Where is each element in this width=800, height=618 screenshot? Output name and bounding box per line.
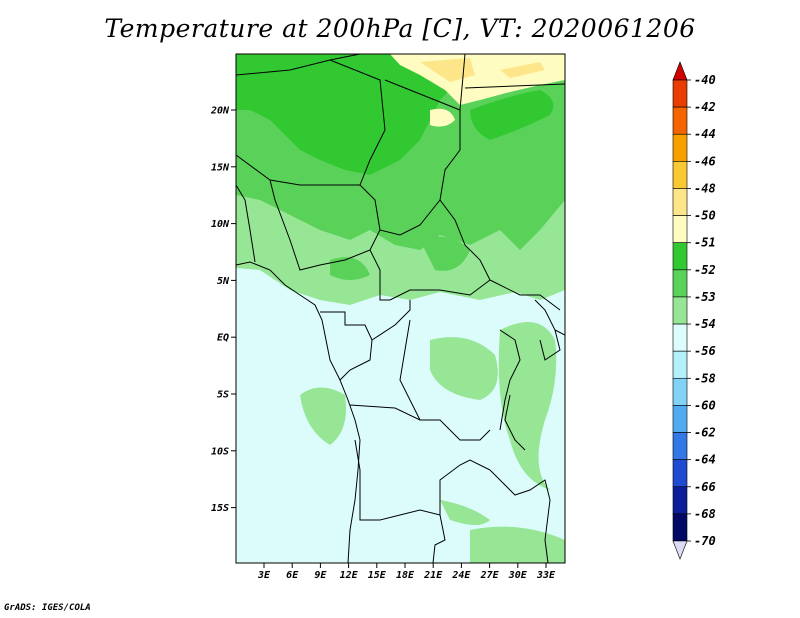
latitude-axis: 20N 15N 10N 5N EQ 5S 10S 15S (210, 106, 236, 514)
lon-tick-label: 6E (286, 570, 299, 581)
colorbar-segment (672, 323, 688, 352)
lon-tick-label: 9E (314, 570, 327, 581)
colorbar-label: -62 (694, 426, 716, 440)
colorbar-label: -42 (694, 100, 716, 114)
colorbar-label: -40 (694, 73, 716, 87)
lon-tick-label: 12E (340, 570, 359, 581)
colorbar-segment (672, 405, 688, 433)
colorbar-segment (672, 215, 688, 244)
colorbar-label: -56 (694, 344, 716, 358)
colorbar-segment (672, 296, 688, 325)
colorbar-label: -52 (694, 263, 716, 277)
colorbar-segment (672, 133, 688, 162)
longitude-axis: 3E 6E 9E 12E 15E 18E 21E 24E 27E 30E 33E (257, 563, 556, 581)
colorbar-segment (672, 242, 688, 271)
colorbar-label: -60 (694, 398, 716, 412)
colorbar-label: -53 (694, 290, 716, 304)
lon-tick-label: 30E (508, 570, 528, 581)
colorbar-label: -70 (694, 534, 716, 548)
colorbar-label: -48 (694, 181, 716, 195)
colorbar-segment (672, 350, 688, 379)
country-boundaries (236, 54, 565, 563)
temperature-field (236, 54, 565, 563)
lat-tick-label: 5N (217, 276, 230, 287)
colorbar-segment (672, 377, 688, 406)
lon-tick-label: 24E (451, 570, 471, 581)
colorbar-label: -58 (694, 371, 716, 385)
lon-tick-label: 3E (257, 570, 271, 581)
lat-tick-label: 20N (210, 106, 230, 117)
colorbar-segment (672, 269, 688, 298)
colorbar-top-arrow (672, 61, 688, 81)
colorbar-label: -51 (694, 236, 716, 250)
lon-tick-label: 18E (396, 570, 415, 581)
lon-tick-label: 33E (536, 570, 556, 581)
map-frame (235, 53, 566, 564)
lon-tick-label: 15E (368, 570, 387, 581)
colorbar-label: -68 (694, 507, 716, 521)
colorbar-label: -46 (694, 154, 716, 168)
colorbar-label: -54 (694, 317, 716, 331)
colorbar-segment (672, 513, 688, 542)
colorbar-bottom-arrow (672, 540, 688, 560)
colorbar-segment (672, 106, 688, 135)
grads-credit: GrADS: IGES/COLA (4, 603, 91, 613)
colorbar-segment (672, 432, 688, 460)
colorbar-segment (672, 188, 688, 216)
lon-tick-label: 27E (480, 570, 500, 581)
map-title: Temperature at 200hPa [C], VT: 202006120… (104, 14, 696, 43)
colorbar-segment (672, 486, 688, 515)
lat-tick-label: 15S (211, 503, 229, 514)
lat-tick-label: 10S (211, 446, 229, 457)
lat-tick-label: 15N (211, 162, 230, 173)
colorbar: -40 -42 -44 -46 -48 -50 -51 -52 -53 -54 -56 -58 -60 -… (672, 61, 716, 560)
colorbar-label: -64 (694, 453, 716, 467)
colorbar-label: -50 (694, 209, 716, 223)
field-48-region (420, 58, 475, 82)
lat-tick-label: EQ (217, 333, 229, 344)
lat-tick-label: 5S (217, 390, 229, 401)
colorbar-segment (672, 161, 688, 189)
colorbar-label: -66 (694, 480, 716, 494)
colorbar-label: -44 (694, 127, 716, 141)
field-51-region (236, 54, 460, 175)
colorbar-segment (672, 459, 688, 488)
lat-tick-label: 10N (211, 219, 230, 230)
colorbar-segment (672, 79, 688, 108)
lon-tick-label: 21E (423, 570, 443, 581)
